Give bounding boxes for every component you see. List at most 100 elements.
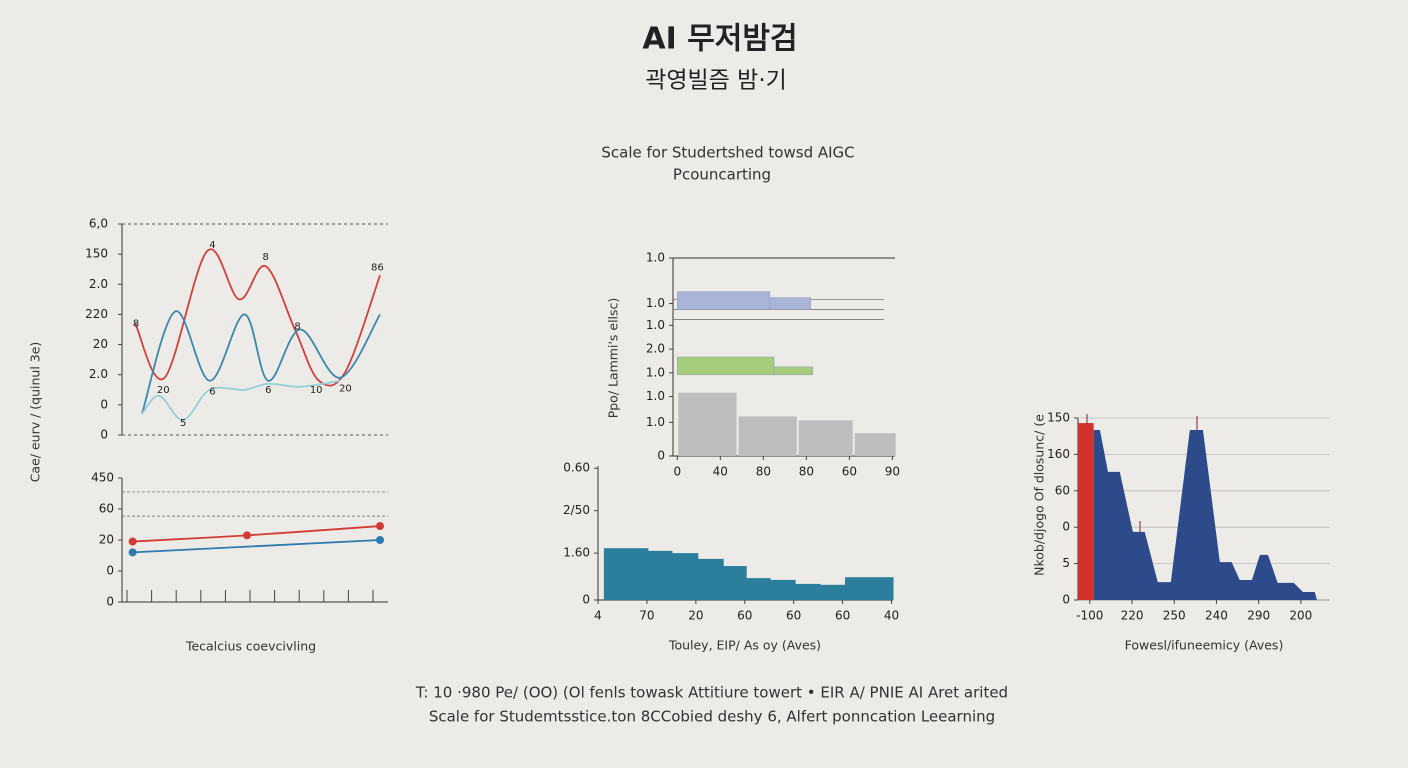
y-axis-label: Cae/ eurv / (quinul 3e)	[28, 342, 43, 483]
x-axis-label: Fowesl/ifuneemicy (Aves)	[1125, 638, 1284, 653]
hbar	[677, 291, 771, 310]
x-tick-label: 60	[835, 609, 850, 623]
bar	[738, 416, 797, 456]
line	[132, 539, 381, 554]
x-tick-label: 240	[1205, 609, 1228, 623]
y-tick-label: 150	[1047, 411, 1070, 425]
x-tick-label: 40	[713, 465, 728, 479]
y-tick-label: 0	[1062, 593, 1070, 607]
bar	[671, 553, 699, 600]
y-tick-label: 20	[93, 337, 108, 351]
x-tick-label: -100	[1076, 609, 1103, 623]
bar	[795, 583, 821, 600]
x-tick-label: 250	[1163, 609, 1186, 623]
x-tick-label: 60	[786, 609, 801, 623]
y-tick-label: 0	[106, 564, 114, 578]
y-tick-label: 2.0	[89, 277, 108, 291]
y-tick-label: 60	[1055, 483, 1070, 497]
annotation: 8	[294, 321, 300, 332]
x-tick-label: 20	[688, 609, 703, 623]
annotation: 8	[262, 252, 268, 263]
point	[243, 531, 252, 540]
bar	[798, 420, 853, 456]
y-tick-label: 1.0	[646, 296, 665, 310]
point	[376, 522, 385, 531]
footer-line: Scale for Studemtsstice.ton 8CCobied des…	[429, 708, 995, 726]
bar	[678, 392, 737, 456]
y-tick-label: 20	[99, 533, 114, 547]
y-tick-label: 0	[106, 595, 114, 609]
bar	[603, 548, 649, 600]
annotation: 10	[310, 385, 323, 396]
x-tick-label: 60	[842, 465, 857, 479]
y-tick-label: 220	[85, 307, 108, 321]
y-tick-label: 1.0	[646, 389, 665, 403]
bar	[697, 558, 724, 600]
y-tick-label: 60	[99, 502, 114, 516]
x-tick-label: 220	[1121, 609, 1144, 623]
title: AI 무저밤검	[642, 22, 797, 57]
annotation: 86	[371, 263, 384, 274]
bar	[854, 433, 896, 456]
y-tick-label: 2.0	[646, 342, 665, 356]
y-tick-label: 2.0	[89, 367, 108, 381]
y-tick-label: 6,0	[89, 217, 108, 231]
y-tick-label: 0	[582, 593, 590, 607]
y-tick-label: 0	[100, 397, 108, 411]
x-axis-label: Tecalcius coevcivling	[185, 639, 316, 654]
y-tick-label: 1.0	[646, 365, 665, 379]
bar	[845, 577, 894, 600]
annotation: 4	[209, 240, 215, 251]
x-tick-label: 200	[1289, 609, 1312, 623]
bar	[746, 578, 771, 600]
heading: Scale for Studertshed towsd AIGC	[601, 144, 854, 162]
annotation: 20	[157, 385, 170, 396]
y-tick-label: 1.0	[646, 318, 665, 332]
hbar	[769, 297, 811, 310]
point	[128, 548, 137, 557]
y-tick-label: 0	[657, 449, 665, 463]
x-tick-label: 4	[594, 609, 602, 623]
x-tick-label: 80	[799, 465, 814, 479]
y-tick-label: 0	[100, 428, 108, 442]
heading-sub: Pcouncarting	[673, 166, 771, 184]
y-tick-label: 5	[1062, 556, 1070, 570]
bar	[1078, 423, 1094, 600]
y-axis-label: Nkob/djogo Of dlosunc/ (e	[1032, 414, 1047, 576]
point	[376, 536, 385, 544]
subtitle: 곽영빌즘 밤·기	[645, 68, 787, 94]
x-tick-label: 70	[639, 609, 654, 623]
annotation: 8	[133, 318, 139, 329]
annotation: 5	[180, 418, 186, 429]
y-axis-label: Ppo/ Lammi's ellsc)	[606, 298, 621, 419]
area	[1093, 430, 1317, 600]
annotation: 20	[339, 383, 352, 394]
x-tick-label: 40	[884, 609, 899, 623]
line	[141, 310, 381, 415]
line	[134, 248, 381, 387]
x-tick-label: 80	[756, 465, 771, 479]
hbar	[773, 366, 814, 376]
y-tick-label: 1.0	[646, 415, 665, 429]
annotation: 6	[209, 386, 215, 397]
point	[128, 537, 137, 546]
bar	[647, 550, 673, 600]
y-tick-label: 150	[85, 247, 108, 261]
bar	[820, 584, 846, 600]
hbar	[677, 356, 775, 376]
x-tick-label: 60	[737, 609, 752, 623]
annotation: 6	[265, 385, 271, 396]
y-tick-label: 0	[1062, 520, 1070, 534]
footer-line: T: 10 ·980 Pe/ (OO) (Ol fenls towask Att…	[415, 684, 1008, 702]
y-tick-label: 160	[1047, 447, 1070, 461]
bar	[723, 566, 747, 600]
y-tick-label: 1.60	[563, 546, 590, 560]
y-tick-label: 0.60	[563, 461, 590, 475]
y-tick-label: 2/50	[563, 503, 590, 517]
bar	[770, 579, 796, 600]
x-tick-label: 90	[885, 465, 900, 479]
x-tick-label: 0	[673, 465, 681, 479]
x-axis-label: Touley, EIP/ As oy (Aves)	[668, 638, 821, 653]
